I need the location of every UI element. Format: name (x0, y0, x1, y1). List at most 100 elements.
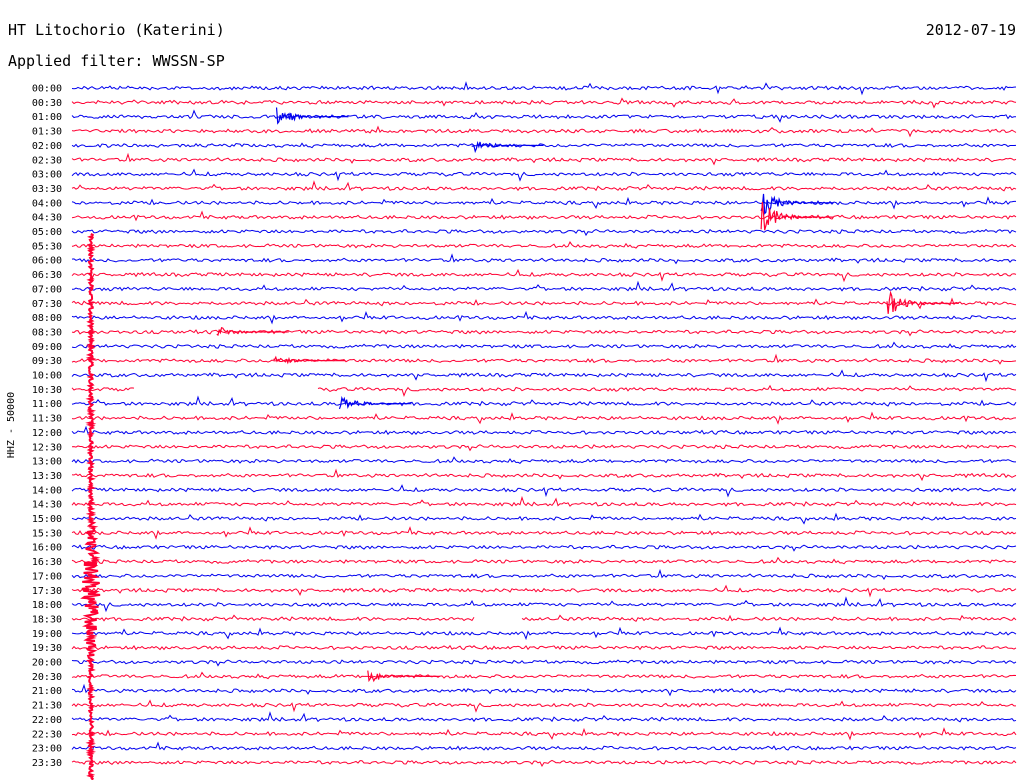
event-burst (80, 232, 101, 780)
trace-line (71, 253, 1017, 265)
row-time-label: 12:00 (32, 428, 62, 439)
trace-line (71, 329, 1017, 337)
trace-line (71, 456, 1017, 464)
trace-line (71, 228, 1017, 237)
row-time-label: 22:00 (32, 715, 62, 726)
trace-line (71, 596, 1017, 613)
y-axis-label: HHZ - 50000 (6, 392, 17, 458)
trace-line (71, 711, 1017, 723)
trace-line (71, 241, 1017, 249)
row-time-label: 05:00 (32, 227, 62, 238)
row-time-label: 17:30 (32, 586, 62, 597)
row-time-label: 14:30 (32, 500, 62, 511)
trace-line (71, 142, 1017, 149)
row-time-label: 07:30 (32, 299, 62, 310)
row-time-label: 01:00 (32, 112, 62, 123)
row-time-label: 10:30 (32, 385, 62, 396)
trace-line (71, 626, 1017, 641)
trace-line (71, 741, 1017, 753)
row-time-label: 11:00 (32, 399, 62, 410)
row-time-label: 02:00 (32, 141, 62, 152)
row-time-label: 08:30 (32, 327, 62, 338)
row-time-label: 13:30 (32, 471, 62, 482)
row-time-label: 03:30 (32, 184, 62, 195)
event-burst (275, 107, 349, 125)
trace-line (71, 168, 1017, 182)
filter-label: Applied filter: WWSSN-SP (8, 52, 225, 70)
row-time-label: 00:00 (32, 84, 62, 95)
trace-line (71, 411, 1017, 425)
trace-line (71, 556, 1017, 565)
trace-line (71, 81, 1017, 96)
trace-line (71, 152, 1017, 166)
row-time-label: 06:00 (32, 256, 62, 267)
trace-line (71, 97, 1017, 109)
trace-line (71, 568, 1017, 581)
station-title: HT Litochorio (Katerini) (8, 21, 225, 39)
row-time-label: 04:00 (32, 198, 62, 209)
row-time-label: 15:00 (32, 514, 62, 525)
trace-line (71, 353, 1017, 365)
trace-line (71, 584, 1017, 598)
trace-line (71, 310, 1017, 325)
row-time-label: 12:30 (32, 442, 62, 453)
trace-line (71, 495, 1017, 507)
trace-line (71, 683, 1017, 697)
trace-line (71, 512, 1017, 525)
event-burst (760, 201, 834, 231)
trace-line (71, 699, 1017, 713)
trace-line (71, 395, 1017, 407)
row-time-label: 04:30 (32, 213, 62, 224)
trace-line (71, 544, 1017, 552)
record-date: 2012-07-19 (925, 21, 1016, 39)
event-burst (338, 395, 412, 410)
row-time-label: 20:30 (32, 672, 62, 683)
row-time-label: 16:30 (32, 557, 62, 568)
row-time-label: 19:30 (32, 643, 62, 654)
row-time-label: 08:00 (32, 313, 62, 324)
row-time-label: 20:00 (32, 658, 62, 669)
row-time-label: 00:30 (32, 98, 62, 109)
event-burst (760, 193, 834, 215)
trace-rows (71, 81, 1017, 768)
row-time-label: 13:00 (32, 457, 62, 468)
trace-line (71, 341, 1017, 350)
row-time-label: 07:00 (32, 284, 62, 295)
trace-line (71, 384, 1017, 398)
trace-line (71, 109, 1016, 123)
row-time-label: 15:30 (32, 528, 62, 539)
row-time-label: 11:30 (32, 414, 62, 425)
trace-line (71, 425, 1017, 436)
trace-line (71, 659, 1017, 667)
row-time-label: 23:30 (32, 758, 62, 769)
row-time-label: 03:00 (32, 170, 62, 181)
row-time-label: 10:00 (32, 371, 62, 382)
trace-line (71, 614, 1017, 623)
row-time-label: 16:00 (32, 543, 62, 554)
trace-line (71, 369, 1017, 383)
trace-line (71, 759, 1017, 768)
row-time-label: 18:30 (32, 614, 62, 625)
row-time-label: 01:30 (32, 127, 62, 138)
row-time-label: 09:30 (32, 356, 62, 367)
row-time-label: 23:00 (32, 744, 62, 755)
trace-line (71, 727, 1017, 741)
row-time-label: 05:30 (32, 241, 62, 252)
trace-line (71, 526, 1017, 540)
trace-line (71, 268, 1017, 283)
event-burst (216, 326, 289, 337)
trace-line (71, 180, 1017, 192)
row-time-label: 21:00 (32, 686, 62, 697)
row-time-label: 17:00 (32, 571, 62, 582)
trace-line (71, 210, 1017, 222)
row-time-label: 09:00 (32, 342, 62, 353)
trace-line (71, 484, 1017, 498)
row-time-label: 02:30 (32, 155, 62, 166)
event-burst (273, 355, 346, 365)
row-time-label: 18:00 (32, 600, 62, 611)
trace-line (71, 297, 1017, 310)
trace-line (71, 444, 1017, 452)
trace-line (71, 196, 1017, 210)
trace-line (71, 280, 1017, 292)
